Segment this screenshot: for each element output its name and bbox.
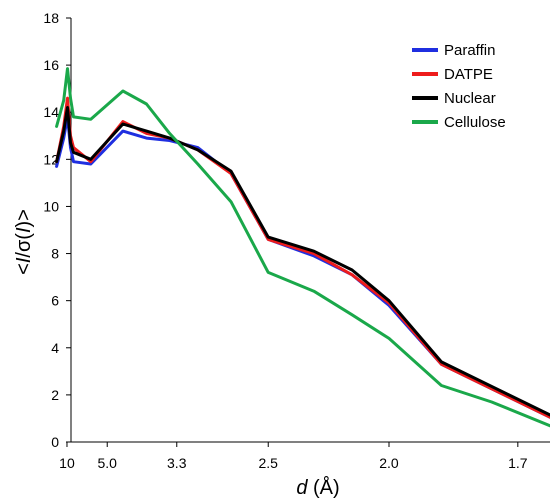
x-tick-label: 10	[59, 455, 75, 471]
series-line-nuclear	[55, 106, 550, 417]
legend-label: Cellulose	[444, 114, 506, 131]
y-tick-label: 2	[51, 387, 59, 403]
series-line-paraffin	[55, 115, 550, 419]
y-tick-label: 4	[51, 340, 59, 356]
y-tick-label: 18	[43, 10, 59, 26]
legend-label: DATPE	[444, 66, 493, 83]
y-tick-label: 14	[43, 104, 59, 120]
legend-label: Paraffin	[444, 42, 495, 59]
y-tick-label: 10	[43, 198, 59, 214]
x-axis: 10 5.0 3.3 2.5 2.0 1.7	[59, 441, 550, 471]
x-tick-label: 3.3	[167, 455, 187, 471]
y-tick-label: 6	[51, 293, 59, 309]
y-tick-label: 8	[51, 246, 59, 262]
plot-lines	[55, 67, 550, 428]
x-axis-title: d (Å)	[296, 476, 339, 499]
series-line-datpe	[55, 96, 550, 419]
legend-label: Nuclear	[444, 90, 496, 107]
x-tick-label: 1.7	[508, 455, 528, 471]
y-axis: 0 2 4 6 8 10 12 14 16 18	[43, 10, 72, 450]
x-tick-label: 2.0	[379, 455, 399, 471]
y-tick-label: 0	[51, 434, 59, 450]
x-tick-label: 5.0	[97, 455, 117, 471]
y-axis-title: <I/σ(I)>	[13, 209, 35, 275]
series-line-cellulose	[55, 67, 550, 428]
legend: Paraffin DATPE Nuclear Cellulose	[412, 42, 506, 131]
y-tick-label: 12	[43, 151, 59, 167]
y-tick-label: 16	[43, 57, 59, 73]
x-tick-label: 2.5	[259, 455, 279, 471]
